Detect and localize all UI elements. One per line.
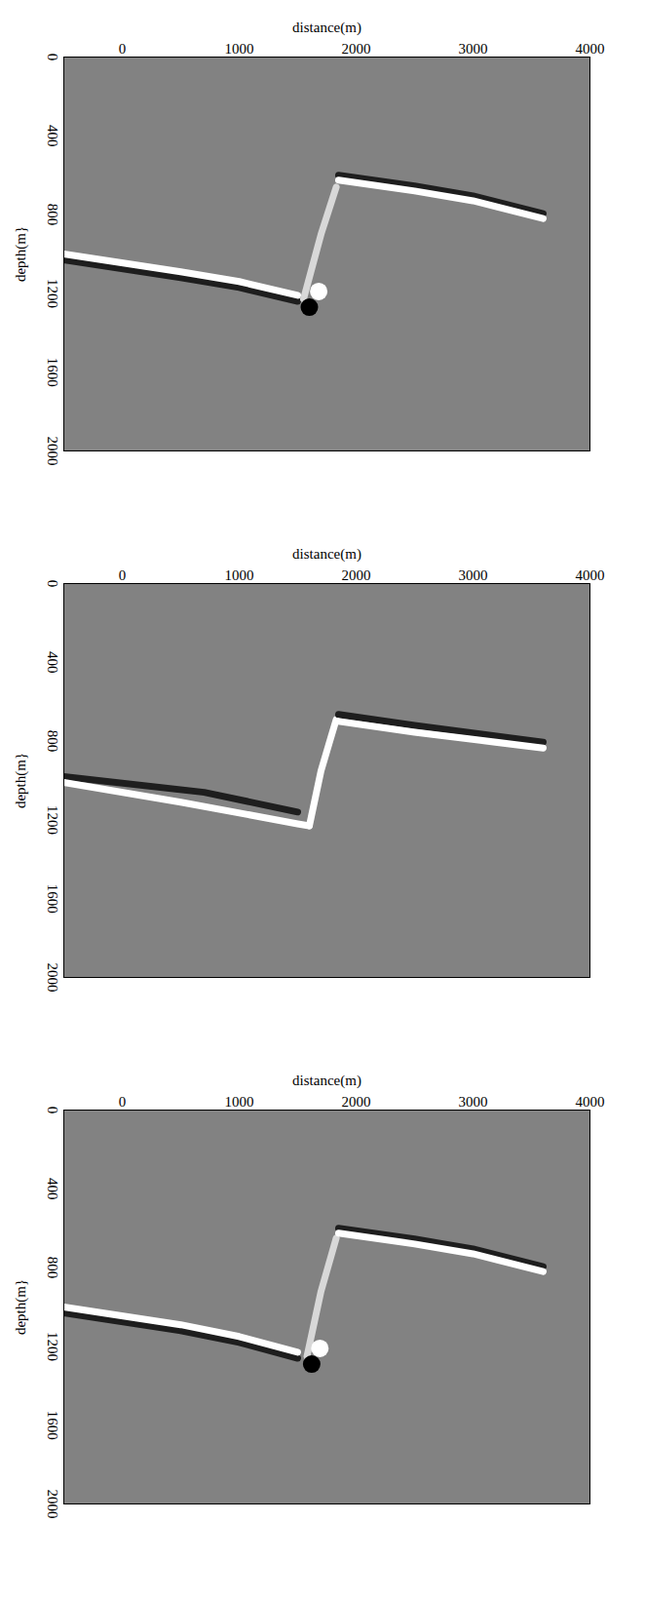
svg-text:1600: 1600	[44, 357, 61, 387]
svg-text:1600: 1600	[44, 1409, 61, 1440]
svg-text:1200: 1200	[44, 804, 61, 835]
svg-text:distance(m): distance(m)	[292, 19, 362, 37]
svg-text:2000: 2000	[44, 962, 61, 992]
svg-text:distance(m): distance(m)	[292, 1071, 362, 1089]
svg-text:1200: 1200	[44, 1330, 61, 1361]
svg-text:2000: 2000	[341, 567, 372, 583]
svg-text:0: 0	[118, 1093, 127, 1109]
svg-text:1000: 1000	[225, 40, 255, 57]
svg-text:0: 0	[118, 40, 127, 57]
svg-text:depth(m}: depth(m}	[12, 226, 30, 282]
svg-text:0: 0	[118, 567, 127, 583]
svg-text:400: 400	[44, 124, 61, 148]
svg-text:1000: 1000	[225, 567, 255, 583]
svg-text:3000: 3000	[458, 567, 489, 583]
svg-text:800: 800	[44, 1255, 61, 1279]
svg-text:800: 800	[44, 729, 61, 753]
svg-text:0: 0	[44, 1105, 61, 1114]
svg-text:3000: 3000	[458, 1093, 489, 1109]
svg-text:1000: 1000	[225, 1093, 255, 1109]
svg-text:2000: 2000	[44, 436, 61, 466]
svg-text:distance(m): distance(m)	[292, 545, 362, 563]
svg-text:2000: 2000	[341, 40, 372, 57]
svg-text:800: 800	[44, 203, 61, 227]
svg-text:1200: 1200	[44, 278, 61, 308]
svg-text:1600: 1600	[44, 883, 61, 913]
svg-text:2000: 2000	[341, 1093, 372, 1109]
svg-text:4000: 4000	[575, 40, 606, 57]
svg-text:0: 0	[44, 53, 61, 62]
svg-text:depth(m}: depth(m}	[12, 1278, 30, 1334]
svg-text:0: 0	[44, 579, 61, 588]
svg-text:4000: 4000	[575, 1093, 606, 1109]
svg-text:400: 400	[44, 650, 61, 674]
svg-text:2000: 2000	[44, 1488, 61, 1518]
svg-text:depth(m}: depth(m}	[12, 752, 30, 808]
svg-text:4000: 4000	[575, 567, 606, 583]
svg-text:3000: 3000	[458, 40, 489, 57]
svg-text:400: 400	[44, 1176, 61, 1200]
